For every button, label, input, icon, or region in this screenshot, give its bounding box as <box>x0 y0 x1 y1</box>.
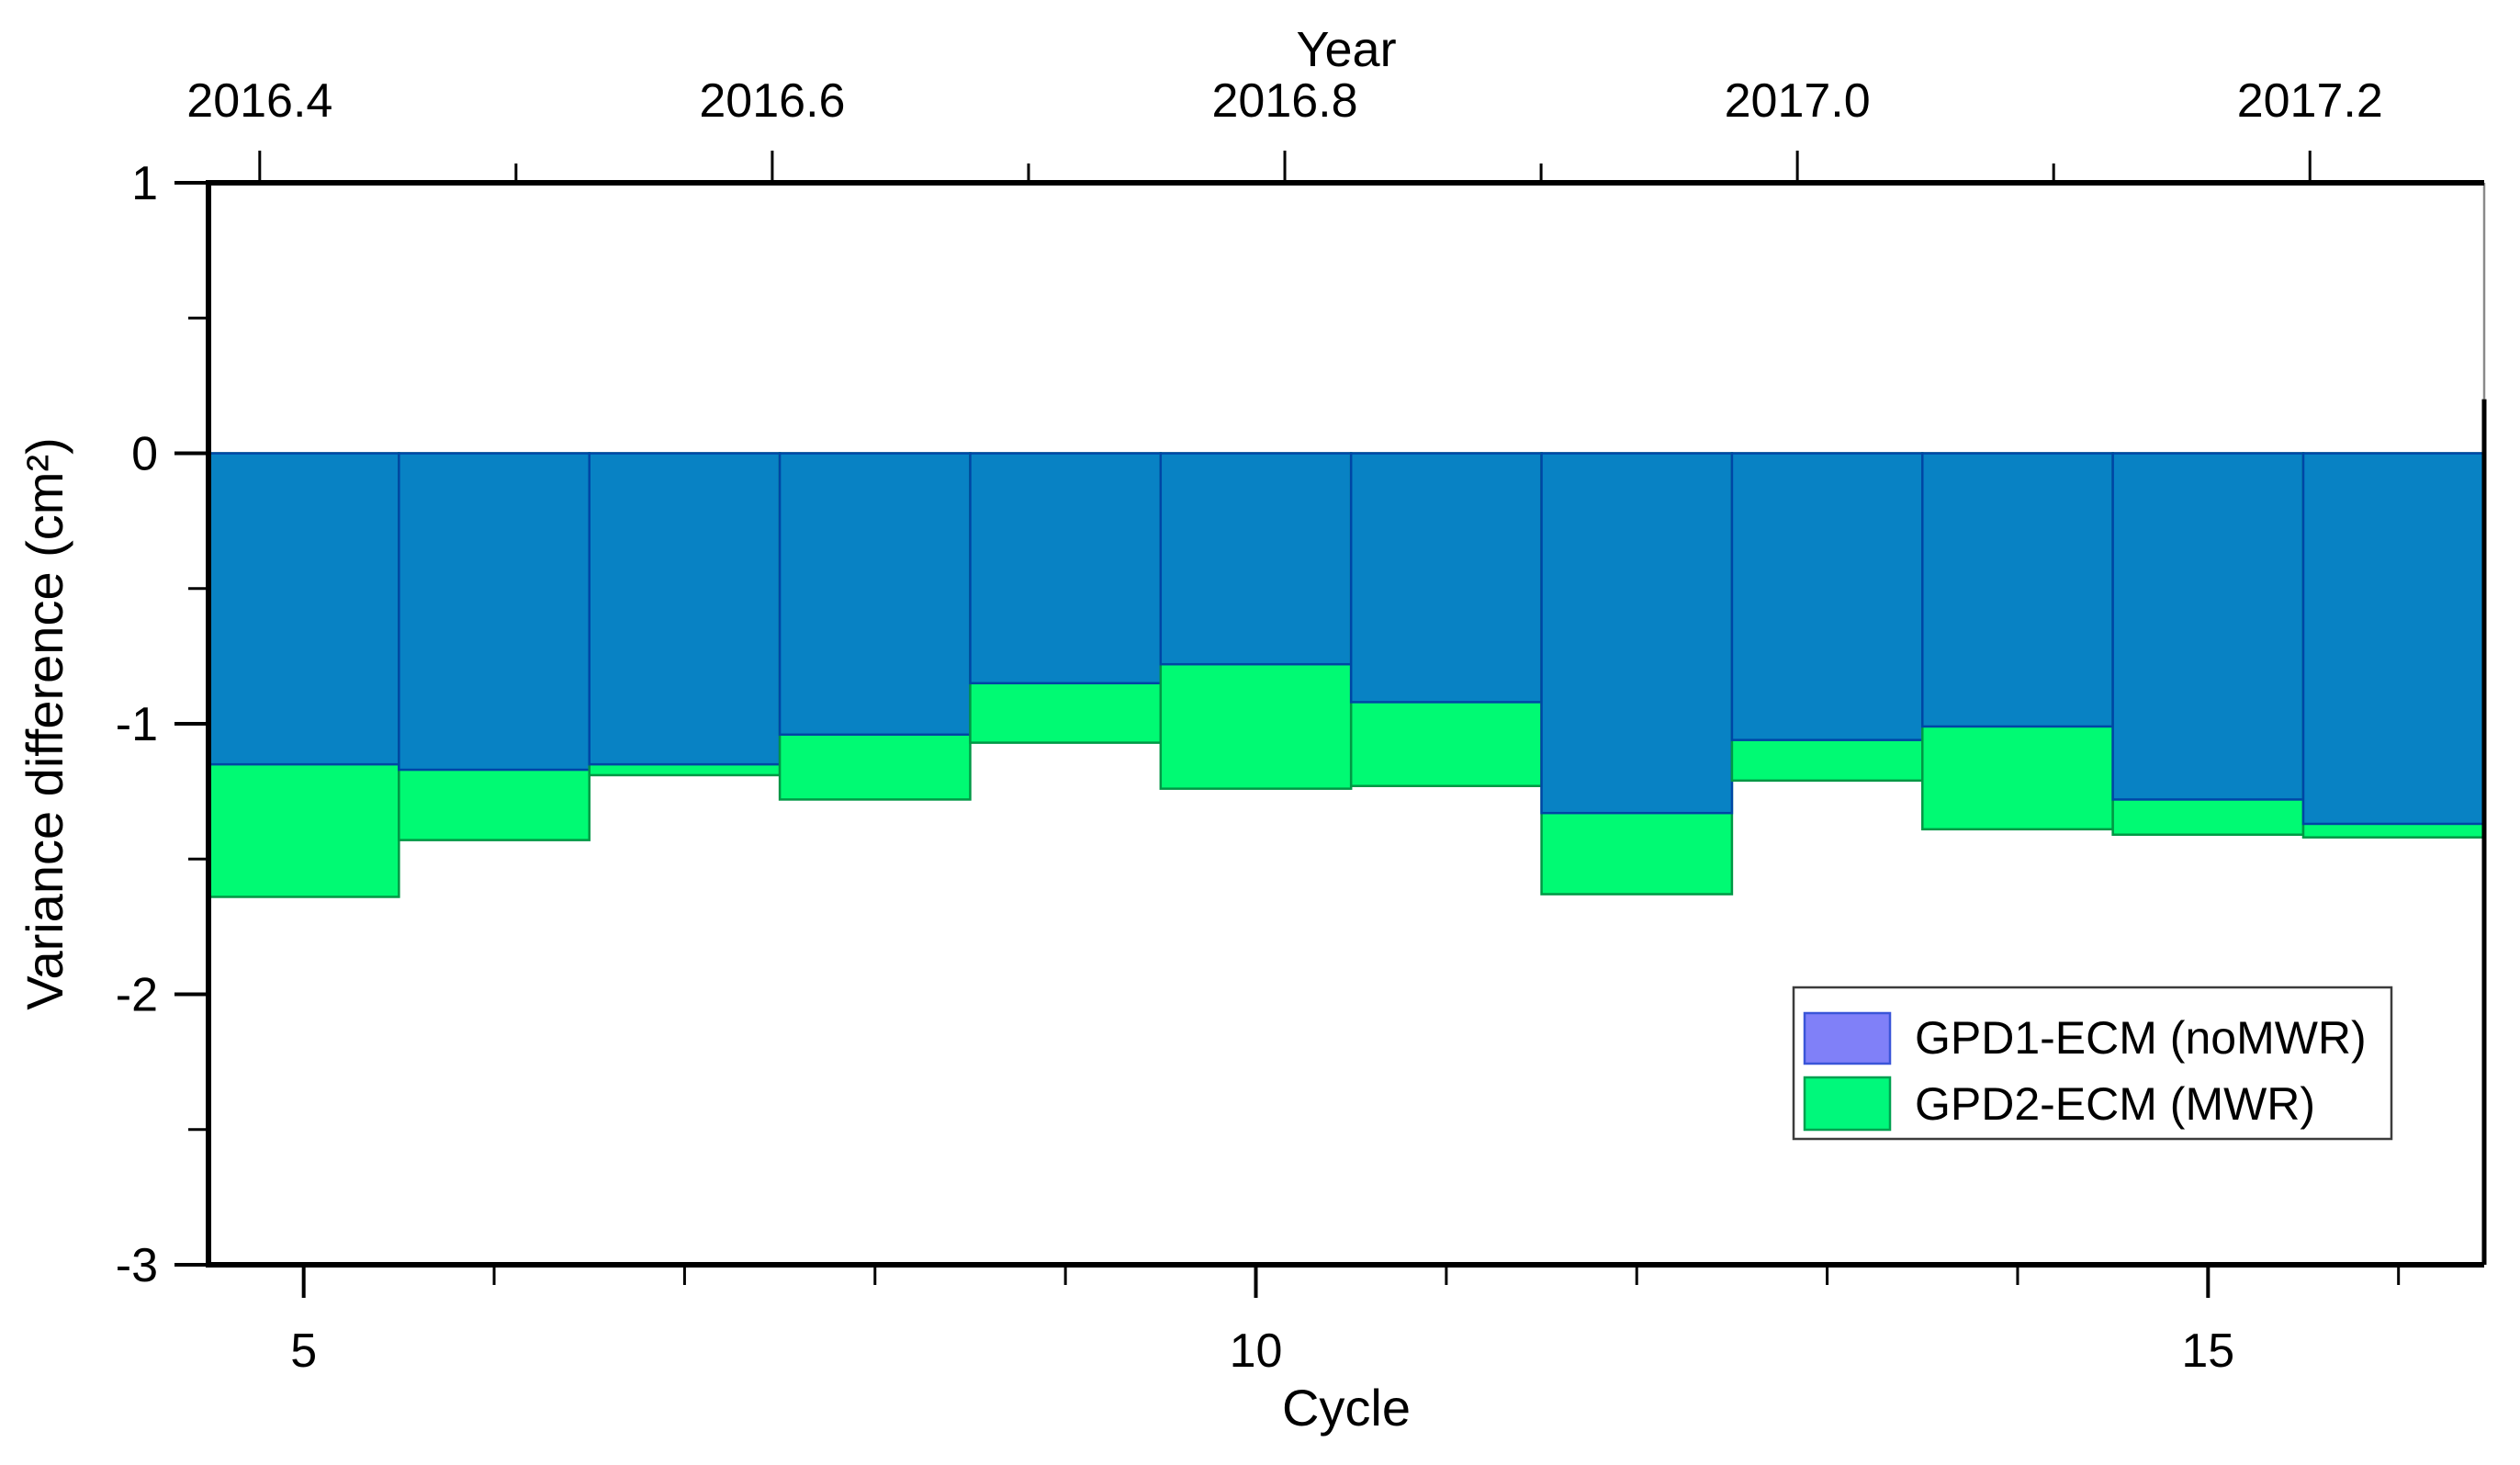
bar-gpd1-cycle-15 <box>2111 452 2305 801</box>
bottom-axis-title: Cycle <box>1282 1379 1411 1437</box>
top-axis-tick-label: 2016.4 <box>186 74 332 128</box>
legend-box <box>1792 986 2393 1141</box>
top-axis-tick-label: 2017.2 <box>2237 74 2383 128</box>
bar-gpd1-cycle-13 <box>1730 452 1924 741</box>
legend-label-gpd1: GPD1-ECM (noMWR) <box>1915 1012 2367 1064</box>
left-axis-tick-label: -3 <box>116 1239 158 1292</box>
top-axis-tick-label: 2016.6 <box>699 74 845 128</box>
bar-gpd1-cycle-11 <box>1349 452 1543 704</box>
left-axis-tick-label: -2 <box>116 969 158 1022</box>
bar-gpd1-cycle-7 <box>588 452 782 766</box>
bottom-axis-tick-label: 15 <box>2181 1324 2234 1378</box>
legend-label-gpd2: GPD2-ECM (MWR) <box>1915 1078 2315 1130</box>
bottom-axis-tick-label: 5 <box>290 1324 317 1378</box>
bottom-axis-tick-label: 10 <box>1230 1324 1283 1378</box>
bar-gpd1-cycle-14 <box>1921 452 2114 728</box>
bar-gpd1-cycle-8 <box>778 452 972 737</box>
legend-swatch-gpd1 <box>1803 1011 1892 1065</box>
top-axis-tick-label: 2016.8 <box>1212 74 1358 128</box>
legend-swatch-gpd2 <box>1803 1076 1892 1132</box>
left-axis-title: Variance difference (cm²) <box>16 437 73 1010</box>
bar-gpd1-cycle-9 <box>969 452 1163 685</box>
left-axis-tick-label: 1 <box>131 157 158 210</box>
bar-gpd1-cycle-16 <box>2301 452 2486 826</box>
left-axis-tick-label: -1 <box>116 698 158 751</box>
bar-gpd1-cycle-6 <box>398 452 591 772</box>
left-axis-tick-label: 0 <box>131 428 158 481</box>
bar-gpd1-cycle-10 <box>1159 452 1353 666</box>
top-axis-title: Year <box>1296 22 1396 77</box>
bar-gpd1-cycle-5 <box>207 452 400 766</box>
top-axis-tick-label: 2017.0 <box>1725 74 1871 128</box>
bar-gpd1-cycle-12 <box>1540 452 1734 815</box>
